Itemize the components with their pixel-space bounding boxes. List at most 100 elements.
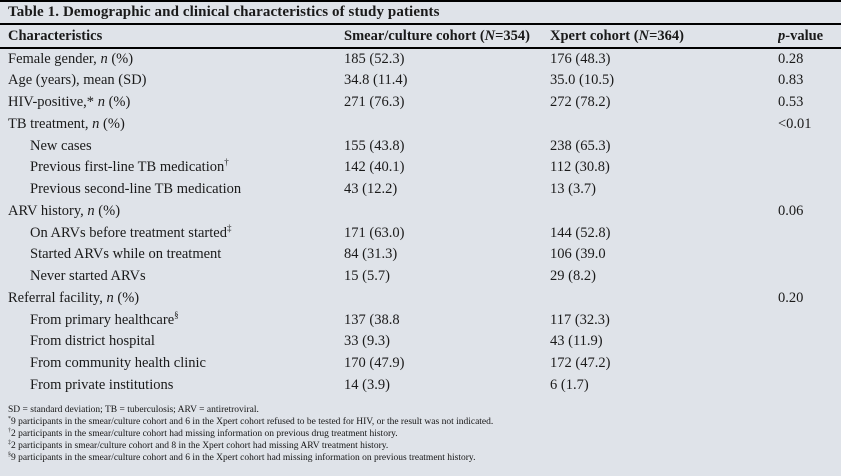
xpert-value: 106 (39.0 [550, 246, 606, 263]
row-label: Never started ARVs [0, 266, 344, 288]
smear-culture-value [344, 201, 550, 223]
table-row: Female gender, n (%) 185 (52.3) 176 (48.3)… [0, 49, 841, 71]
table-row: Age (years), mean (SD) 34.8 (11.4) 35.0 (1… [0, 70, 841, 92]
text-segment: Age (years), mean (SD) [8, 72, 147, 89]
text-segment: n [106, 289, 114, 306]
title-rule [0, 22, 841, 25]
xpert-value: 172 (47.2) [550, 355, 611, 371]
smear-culture-value: 155 (43.8) [344, 137, 405, 154]
footnote-line: †2 participants in the smear/culture coh… [8, 428, 841, 440]
p-value: 0.20 [778, 289, 804, 306]
table-row: Previous first-line TB medication† 142 (4… [0, 157, 841, 179]
text-segment: Characteristics [8, 28, 103, 44]
text-segment: Previous second-line TB medication [30, 181, 242, 197]
xpert-value: 117 (32.3) [550, 311, 610, 328]
table-row: Previous second-line TB medication 43 (12… [0, 179, 841, 201]
xpert-value: 13 (3.7) [550, 181, 596, 197]
text-segment: N [638, 28, 650, 44]
smear-culture-value: 170 (47.9) [344, 355, 405, 371]
row-label: On ARVs before treatment started‡ [0, 223, 344, 245]
footnote-marker: § [174, 309, 179, 320]
footnote-line: §9 participants in the smear/culture coh… [8, 452, 841, 464]
footnote-line: *9 participants in the smear/culture coh… [8, 416, 841, 428]
row-label: Referral facility, n (%) [0, 288, 344, 310]
text-segment: From district hospital [30, 333, 155, 350]
footnote-text: 2 participants in the smear/culture coho… [10, 428, 398, 439]
row-label: TB treatment, n (%) [0, 114, 344, 136]
text-segment: On ARVs before treatment started [30, 224, 227, 241]
text-segment: N [484, 28, 496, 44]
row-label: HIV-positive,* n (%) [0, 92, 344, 114]
p-value: <0.01 [778, 115, 812, 132]
table-row: On ARVs before treatment started‡ 171 (63… [0, 223, 841, 245]
table-row: From community health clinic 170 (47.9) 17… [0, 353, 841, 375]
smear-culture-value: 171 (63.0) [344, 224, 405, 241]
col-header-smear-culture-cohort: Smear/culture cohort (N=354) [344, 25, 550, 47]
xpert-value: 272 (78.2) [550, 94, 611, 110]
p-value [778, 375, 841, 397]
p-value [778, 179, 841, 201]
xpert-value: 6 (1.7) [550, 376, 589, 393]
text-segment: Never started ARVs [30, 268, 146, 284]
footnote-line: SD = standard deviation; TB = tuberculos… [8, 404, 841, 416]
text-segment: =364) [649, 28, 684, 44]
smear-culture-value: 84 (31.3) [344, 246, 398, 263]
table-header-row: Characteristics Smear/culture cohort (N=… [0, 25, 841, 47]
footnote-line: ‡2 participants in smear/culture cohort … [8, 440, 841, 452]
footnote-marker: ‡ [8, 439, 11, 446]
row-label: From primary healthcare§ [0, 310, 344, 332]
row-label: Previous first-line TB medication† [0, 157, 344, 179]
p-value [778, 310, 841, 332]
xpert-value: 29 (8.2) [550, 268, 596, 284]
text-segment: Referral facility, [8, 289, 107, 306]
xpert-value [550, 288, 778, 310]
text-segment: ARV history, [8, 202, 88, 219]
p-value: 0.28 [778, 50, 804, 67]
p-value: 0.53 [778, 94, 804, 110]
p-value: 0.06 [778, 202, 804, 219]
smear-culture-value [344, 114, 550, 136]
footnote-text: SD = standard deviation; TB = tuberculos… [8, 404, 259, 415]
text-segment: p [778, 28, 786, 44]
xpert-value: 238 (65.3) [550, 137, 611, 154]
table-row: HIV-positive,* n (%) 271 (76.3) 272 (78.2)… [0, 92, 841, 114]
text-segment: n [87, 202, 95, 219]
smear-culture-value: 15 (5.7) [344, 268, 390, 284]
row-label: From district hospital [0, 331, 344, 353]
table-row: Started ARVs while on treatment 84 (31.3)… [0, 244, 841, 266]
text-segment: n [100, 50, 108, 67]
table-row: Referral facility, n (%) 0.20 [0, 288, 841, 310]
table-row: From private institutions 14 (3.9) 6 (1.7) [0, 375, 841, 397]
text-segment: From private institutions [30, 376, 174, 393]
p-value [778, 331, 841, 353]
text-segment: =354) [495, 28, 530, 44]
table-row: From primary healthcare§ 137 (38.8 117 (32… [0, 310, 841, 332]
text-segment: Previous first-line TB medication [30, 159, 225, 176]
footnote-text: 9 participants in the smear/culture coho… [10, 453, 476, 464]
text-segment: (%) [113, 289, 140, 306]
text-segment: TB treatment, [8, 115, 93, 132]
row-label: Previous second-line TB medication [0, 179, 344, 201]
text-segment: From primary healthcare [30, 311, 175, 328]
footnote-marker: † [8, 427, 11, 434]
text-segment: Smear/culture cohort ( [344, 28, 485, 44]
smear-culture-value: 43 (12.2) [344, 181, 398, 197]
xpert-value: 176 (48.3) [550, 50, 611, 67]
xpert-value [550, 201, 778, 223]
text-segment: (%) [107, 50, 134, 67]
smear-culture-value [344, 288, 550, 310]
smear-culture-value: 34.8 (11.4) [344, 72, 408, 89]
smear-culture-value: 14 (3.9) [344, 376, 390, 393]
smear-culture-value: 137 (38.8 [344, 311, 400, 328]
xpert-value: 43 (11.9) [550, 333, 603, 350]
row-label: ARV history, n (%) [0, 201, 344, 223]
col-header-p-value: p-value [778, 25, 841, 47]
table-row: TB treatment, n (%) <0.01 [0, 114, 841, 136]
text-segment: Xpert cohort ( [550, 28, 639, 44]
text-segment: Female gender, [8, 50, 101, 67]
text-segment: HIV-positive,* [8, 94, 98, 110]
text-segment: From community health clinic [30, 355, 206, 371]
table-row: ARV history, n (%) 0.06 [0, 201, 841, 223]
xpert-value [550, 114, 778, 136]
